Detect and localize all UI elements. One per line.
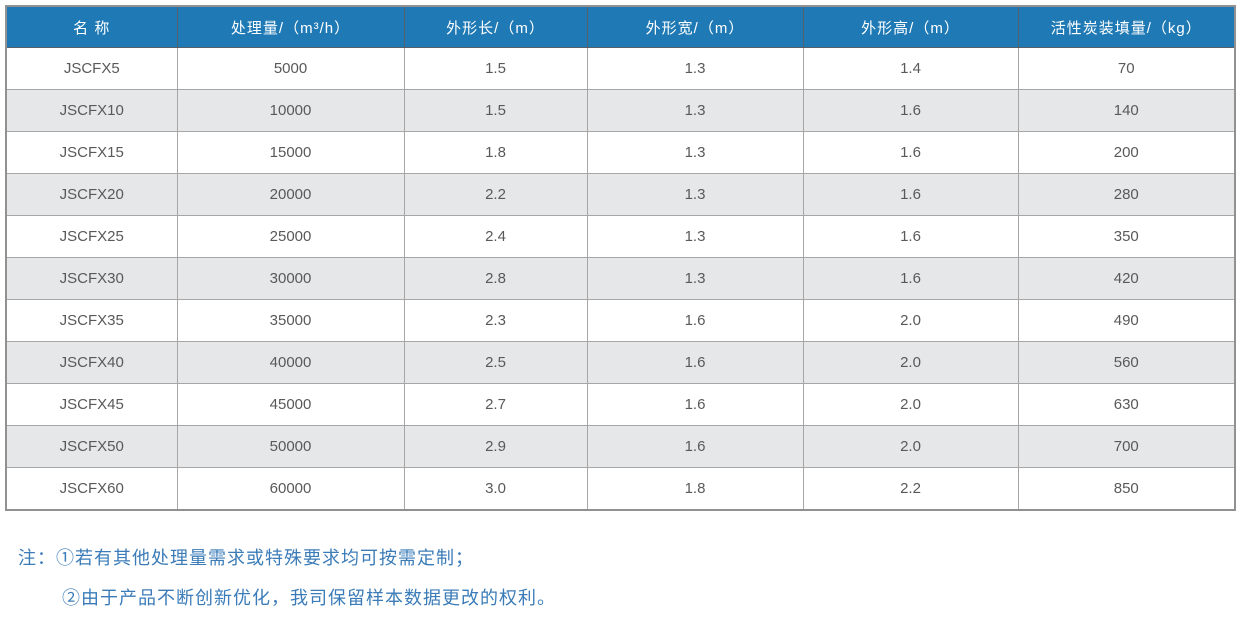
- table-cell: 1.8: [586, 467, 804, 511]
- table-row: JSCFX45 45000 2.7 1.6 2.0 630: [5, 383, 1236, 426]
- table-cell: 490: [1017, 299, 1236, 342]
- table-cell: 850: [1017, 467, 1236, 511]
- table-cell: 2.0: [802, 341, 1019, 384]
- table-cell: 2.3: [403, 299, 588, 342]
- table-cell: 1.5: [403, 47, 588, 90]
- table-cell: 420: [1017, 257, 1236, 300]
- table-cell: 200: [1017, 131, 1236, 174]
- column-header: 外形高/（m）: [802, 5, 1019, 48]
- table-cell: 1.3: [586, 173, 804, 216]
- table-row: JSCFX40 40000 2.5 1.6 2.0 560: [5, 341, 1236, 384]
- table-row: JSCFX20 20000 2.2 1.3 1.6 280: [5, 173, 1236, 216]
- table-cell: JSCFX30: [5, 257, 178, 300]
- note-line-1: 注：①若有其他处理量需求或特殊要求均可按需定制；: [18, 539, 1239, 579]
- table-cell: JSCFX50: [5, 425, 178, 468]
- table-row: JSCFX30 30000 2.8 1.3 1.6 420: [5, 257, 1236, 300]
- notes-section: 注：①若有其他处理量需求或特殊要求均可按需定制； ②由于产品不断创新优化，我司保…: [18, 539, 1239, 619]
- table-cell: 3.0: [403, 467, 588, 511]
- table-cell: 60000: [176, 467, 405, 511]
- table-cell: JSCFX5: [5, 47, 178, 90]
- table-row: JSCFX10 10000 1.5 1.3 1.6 140: [5, 89, 1236, 132]
- table-cell: 1.6: [802, 89, 1019, 132]
- table-cell: 5000: [176, 47, 405, 90]
- table-cell: 1.3: [586, 215, 804, 258]
- note-prefix: 注：: [18, 548, 56, 569]
- table-cell: 40000: [176, 341, 405, 384]
- table-cell: JSCFX40: [5, 341, 178, 384]
- table-cell: 1.5: [403, 89, 588, 132]
- table-cell: 1.6: [586, 383, 804, 426]
- table-cell: 2.0: [802, 383, 1019, 426]
- column-header: 外形长/（m）: [403, 5, 588, 48]
- table-cell: 1.6: [586, 341, 804, 384]
- table-cell: JSCFX10: [5, 89, 178, 132]
- table-row: JSCFX60 60000 3.0 1.8 2.2 850: [5, 467, 1236, 511]
- table-row: JSCFX50 50000 2.9 1.6 2.0 700: [5, 425, 1236, 468]
- table-body: JSCFX5 5000 1.5 1.3 1.4 70 JSCFX10 10000 1.5 1.3 1…: [5, 47, 1236, 511]
- table-cell: JSCFX35: [5, 299, 178, 342]
- table-cell: 10000: [176, 89, 405, 132]
- table-cell: 2.2: [403, 173, 588, 216]
- table-cell: 1.6: [802, 173, 1019, 216]
- table-cell: 560: [1017, 341, 1236, 384]
- table-cell: 140: [1017, 89, 1236, 132]
- table-cell: 1.6: [586, 425, 804, 468]
- table-cell: 1.3: [586, 257, 804, 300]
- table-cell: 1.3: [586, 89, 804, 132]
- table-cell: 15000: [176, 131, 405, 174]
- table-cell: 1.6: [802, 131, 1019, 174]
- table-cell: 70: [1017, 47, 1236, 90]
- column-header: 名 称: [5, 5, 178, 48]
- column-header: 处理量/（m³/h）: [176, 5, 405, 48]
- table-cell: 2.9: [403, 425, 588, 468]
- table-cell: 1.6: [802, 257, 1019, 300]
- table-cell: 2.2: [802, 467, 1019, 511]
- table-cell: 1.4: [802, 47, 1019, 90]
- table-cell: 2.8: [403, 257, 588, 300]
- note-line-2: ②由于产品不断创新优化，我司保留样本数据更改的权利。: [18, 579, 1239, 619]
- table-row: JSCFX25 25000 2.4 1.3 1.6 350: [5, 215, 1236, 258]
- table-cell: 350: [1017, 215, 1236, 258]
- note-text-1: ①若有其他处理量需求或特殊要求均可按需定制；: [56, 548, 474, 569]
- table-cell: 50000: [176, 425, 405, 468]
- table-cell: 20000: [176, 173, 405, 216]
- table-cell: JSCFX20: [5, 173, 178, 216]
- table-cell: 2.0: [802, 299, 1019, 342]
- table-cell: 1.6: [586, 299, 804, 342]
- table-cell: 630: [1017, 383, 1236, 426]
- table-cell: 1.3: [586, 47, 804, 90]
- table-row: JSCFX15 15000 1.8 1.3 1.6 200: [5, 131, 1236, 174]
- note-text-2: ②由于产品不断创新优化，我司保留样本数据更改的权利。: [62, 588, 556, 609]
- table-cell: 2.4: [403, 215, 588, 258]
- table-cell: 280: [1017, 173, 1236, 216]
- table-row: JSCFX35 35000 2.3 1.6 2.0 490: [5, 299, 1236, 342]
- table-cell: JSCFX25: [5, 215, 178, 258]
- table-cell: 45000: [176, 383, 405, 426]
- table-cell: JSCFX60: [5, 467, 178, 511]
- table-cell: 1.6: [802, 215, 1019, 258]
- table-cell: 2.0: [802, 425, 1019, 468]
- table-cell: JSCFX45: [5, 383, 178, 426]
- table-cell: 1.8: [403, 131, 588, 174]
- column-header: 外形宽/（m）: [586, 5, 804, 48]
- table-cell: JSCFX15: [5, 131, 178, 174]
- table-cell: 35000: [176, 299, 405, 342]
- table-cell: 30000: [176, 257, 405, 300]
- table-cell: 2.7: [403, 383, 588, 426]
- table-cell: 2.5: [403, 341, 588, 384]
- table-cell: 25000: [176, 215, 405, 258]
- table-cell: 1.3: [586, 131, 804, 174]
- product-spec-table: 名 称处理量/（m³/h） 外形长/（m） 外形宽/（m） 外形高/（m） 活性炭装填量…: [5, 5, 1236, 511]
- table-cell: 700: [1017, 425, 1236, 468]
- table-header-row: 名 称处理量/（m³/h） 外形长/（m） 外形宽/（m） 外形高/（m） 活性炭装填量…: [5, 5, 1236, 48]
- column-header: 活性炭装填量/（kg）: [1017, 5, 1236, 48]
- table-row: JSCFX5 5000 1.5 1.3 1.4 70: [5, 47, 1236, 90]
